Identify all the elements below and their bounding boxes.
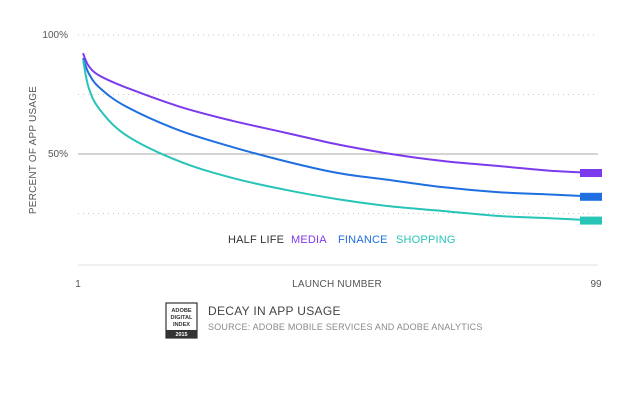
x-tick-99: 99 [590,279,602,290]
y-tick-50: 50% [48,149,68,160]
series-layer [82,53,599,222]
x-tick-1: 1 [75,279,81,290]
svg-text:ADOBE: ADOBE [171,308,191,314]
y-tick-100: 100% [42,30,68,41]
legend-item-media: MEDIA [291,234,327,246]
grid [78,34,598,266]
y-axis-label: PERCENT OF APP USAGE [28,86,39,214]
series-line-media [82,53,599,174]
series-end-marker-media [580,169,602,177]
y-tick-labels: 100% 50% [42,30,68,160]
legend-item-finance: FINANCE [338,234,388,246]
svg-text:2015: 2015 [176,332,188,338]
legend-title: HALF LIFE [228,234,284,246]
series-line-shopping [82,60,599,222]
svg-text:INDEX: INDEX [173,322,190,328]
svg-text:DIGITAL: DIGITAL [171,315,194,321]
chart-source: SOURCE: ADOBE MOBILE SERVICES AND ADOBE … [208,322,483,332]
adobe-digital-index-logo: ADOBE DIGITAL INDEX 2015 [165,302,198,339]
chart-title: DECAY IN APP USAGE [208,304,341,318]
series-end-marker-shopping [580,216,602,225]
x-tick-labels: 1 99 [75,279,602,290]
x-axis-label: LAUNCH NUMBER [292,279,382,290]
series-end-marker-finance [580,192,602,201]
legend: HALF LIFE MEDIA FINANCE SHOPPING [228,234,456,246]
legend-item-shopping: SHOPPING [396,234,456,246]
series-line-finance [82,57,599,198]
end-markers [580,169,602,225]
